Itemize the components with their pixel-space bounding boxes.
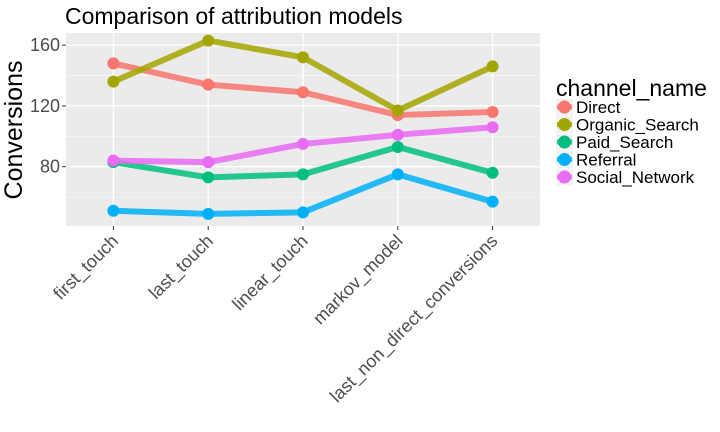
legend: channel_name DirectOrganic_SearchPaid_Se…	[556, 75, 707, 187]
x-tick-label: last_non_direct_conversions	[326, 231, 502, 407]
chart-title: Comparison of attribution models	[65, 3, 403, 29]
x-tick-label: linear_touch	[228, 231, 312, 315]
y-axis-label: Conversions	[0, 61, 28, 200]
data-point	[297, 51, 309, 64]
y-tick-label: 120	[30, 96, 60, 116]
data-point	[486, 121, 499, 134]
legend-key-point	[558, 170, 571, 184]
y-tick-label: 160	[30, 35, 60, 55]
series-points	[107, 34, 499, 220]
legend-key-point	[558, 100, 571, 114]
data-point	[391, 104, 404, 117]
data-point	[486, 60, 499, 73]
legend-key-point	[558, 153, 571, 166]
data-point	[391, 128, 404, 141]
data-point	[202, 207, 215, 220]
x-tick-label: first_touch	[49, 231, 123, 305]
x-tick-label: markov_model	[309, 231, 407, 329]
x-tick-label: last_touch	[145, 231, 218, 304]
data-point	[391, 168, 404, 181]
data-point	[391, 140, 404, 153]
legend-key-point	[558, 118, 571, 131]
data-point	[297, 168, 309, 181]
data-point	[486, 166, 499, 179]
legend-label: Organic_Search	[576, 116, 699, 135]
legend-label: Referral	[576, 151, 636, 170]
data-point	[202, 34, 215, 47]
data-point	[202, 156, 215, 169]
data-point	[202, 171, 215, 184]
legend-title: channel_name	[556, 75, 707, 101]
legend-key-point	[558, 135, 571, 149]
data-point	[107, 75, 120, 88]
data-point	[486, 195, 499, 208]
legend-label: Direct	[576, 98, 621, 117]
data-point	[297, 206, 309, 219]
data-point	[107, 204, 120, 217]
legend-label: Paid_Search	[576, 133, 673, 152]
data-point	[297, 86, 309, 99]
data-point	[486, 106, 499, 119]
data-point	[107, 154, 120, 167]
data-point	[202, 78, 215, 91]
legend-label: Social_Network	[576, 168, 695, 187]
x-axis: first_touch last_touch linear_touchmarkov_…	[49, 226, 502, 407]
y-axis: 80 120 160	[30, 35, 66, 177]
data-point	[107, 57, 120, 70]
data-point	[297, 137, 309, 150]
y-tick-label: 80	[40, 157, 60, 177]
